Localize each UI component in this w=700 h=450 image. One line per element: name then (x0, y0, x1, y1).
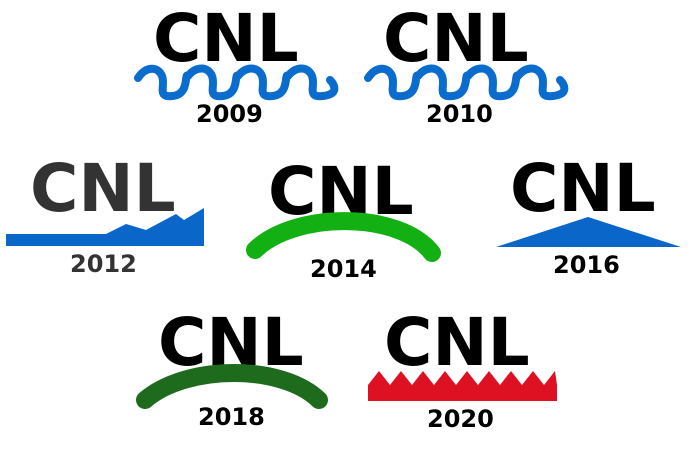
logo-year: 2020 (427, 405, 494, 433)
logo-wordmark: CNL (30, 150, 176, 227)
ribbon-icon (6, 208, 204, 246)
logo-wordmark: CNL (384, 304, 530, 381)
logo-2009: CNL 2009 (128, 0, 339, 130)
logo-year: 2014 (310, 255, 377, 283)
logo-2014: CNL 2014 (240, 153, 452, 285)
logo-2020: CNL 2020 (362, 307, 562, 447)
logo-2018: CNL 2018 (132, 307, 332, 447)
logo-2010: CNL 2010 (358, 0, 569, 130)
wave-icon (364, 64, 569, 101)
triangle-icon (496, 217, 681, 247)
logo-year: 2010 (426, 100, 493, 128)
logo-year: 2012 (70, 250, 137, 278)
logo-year: 2018 (198, 403, 265, 431)
logo-2016: CNL 2016 (494, 150, 684, 280)
logo-wordmark: CNL (510, 150, 656, 227)
arc-icon (136, 364, 328, 409)
logo-year: 2009 (196, 100, 263, 128)
logo-year: 2016 (553, 251, 620, 279)
arc-icon (246, 212, 441, 262)
logo-wordmark: CNL (153, 0, 299, 77)
sawtooth-icon (368, 371, 557, 401)
logo-wordmark: CNL (383, 0, 529, 77)
logo-2012: CNL 2012 (6, 150, 206, 280)
wave-icon (134, 64, 339, 101)
